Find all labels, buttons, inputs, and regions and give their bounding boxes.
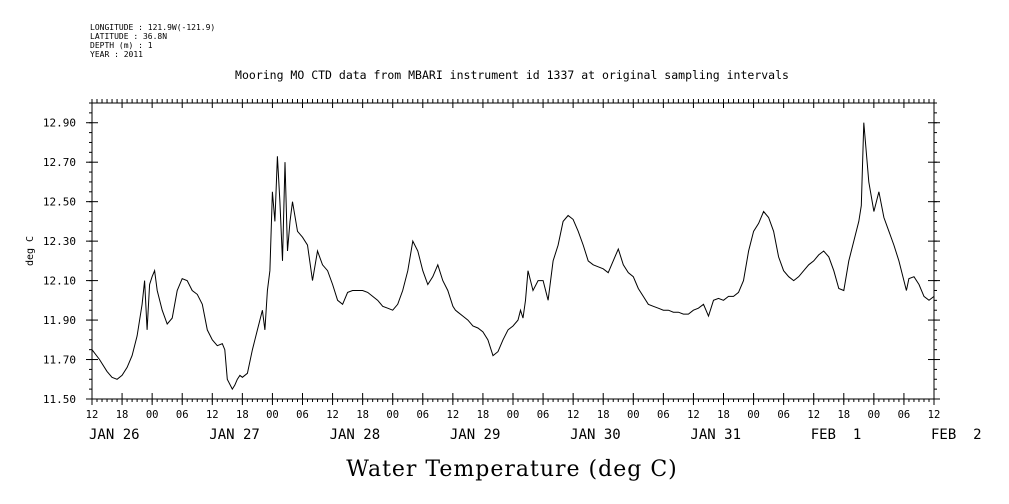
x-hour-label: 18 — [477, 409, 490, 421]
x-hour-label: 18 — [356, 409, 369, 421]
x-hour-label: 12 — [807, 409, 820, 421]
x-hour-label: 00 — [266, 409, 279, 421]
header-metadata: LONGITUDE : 121.9W(-121.9)LATITUDE : 36.… — [90, 23, 215, 59]
x-date-label: JAN 26 — [89, 427, 140, 443]
x-hour-label: 18 — [236, 409, 249, 421]
x-hour-label: 06 — [296, 409, 309, 421]
y-tick-label: 12.70 — [43, 156, 76, 169]
x-hour-label: 12 — [687, 409, 700, 421]
x-hour-label: 18 — [597, 409, 610, 421]
y-tick-label: 12.50 — [43, 196, 76, 209]
x-hour-label: 12 — [567, 409, 580, 421]
plot-frame — [91, 102, 935, 400]
x-hour-label: 00 — [386, 409, 399, 421]
x-hour-label: 18 — [717, 409, 730, 421]
x-hour-label: 00 — [507, 409, 520, 421]
x-axis-title: Water Temperature (deg C) — [346, 457, 678, 482]
metadata-line: YEAR : 2011 — [90, 50, 143, 59]
x-hour-label: 12 — [86, 409, 99, 421]
x-date-label: JAN 28 — [330, 427, 381, 443]
x-hour-label: 06 — [176, 409, 189, 421]
x-hour-label: 06 — [537, 409, 550, 421]
x-hour-label: 00 — [627, 409, 640, 421]
x-hour-label: 06 — [657, 409, 670, 421]
minor-ticks — [89, 99, 937, 402]
x-date-label: FEB 2 — [931, 427, 982, 443]
x-hour-label: 18 — [116, 409, 129, 421]
x-date-label: JAN 31 — [690, 427, 741, 443]
x-hour-label: 12 — [447, 409, 460, 421]
x-hour-label: 06 — [898, 409, 911, 421]
x-date-label: JAN 30 — [570, 427, 621, 443]
y-tick-label: 12.90 — [43, 117, 76, 130]
x-hour-label: 06 — [777, 409, 790, 421]
metadata-line: LATITUDE : 36.8N — [90, 32, 167, 41]
x-hour-label: 12 — [206, 409, 219, 421]
temperature-series-line — [91, 122, 935, 391]
y-axis-label: deg C — [25, 236, 36, 266]
x-date-label: JAN 27 — [209, 427, 260, 443]
x-date-label: FEB 1 — [811, 427, 862, 443]
x-hour-label: 18 — [837, 409, 850, 421]
x-hour-label: 12 — [326, 409, 339, 421]
chart-title: Mooring MO CTD data from MBARI instrumen… — [235, 68, 789, 82]
y-tick-label: 12.30 — [43, 235, 76, 248]
x-axis: 12 18 00 06 12 18 00 06 12 18 00 06 12 18 00 06 12 18 00 06… — [86, 103, 982, 443]
y-tick-label: 11.70 — [43, 354, 76, 367]
metadata-line: LONGITUDE : 121.9W(-121.9) — [90, 23, 215, 32]
x-hour-label: 06 — [416, 409, 429, 421]
y-tick-label: 11.50 — [43, 393, 76, 406]
y-tick-label: 11.90 — [43, 314, 76, 327]
x-date-label: JAN 29 — [450, 427, 501, 443]
x-hour-label: 00 — [146, 409, 159, 421]
y-tick-label: 12.10 — [43, 275, 76, 288]
x-hour-label: 12 — [928, 409, 941, 421]
metadata-line: DEPTH (m) : 1 — [90, 41, 153, 50]
x-hour-label: 00 — [868, 409, 881, 421]
x-hour-label: 00 — [747, 409, 760, 421]
y-axis: 11.50 11.70 11.90 12.10 12.30 12.50 12.70 12.90 — [43, 117, 940, 406]
